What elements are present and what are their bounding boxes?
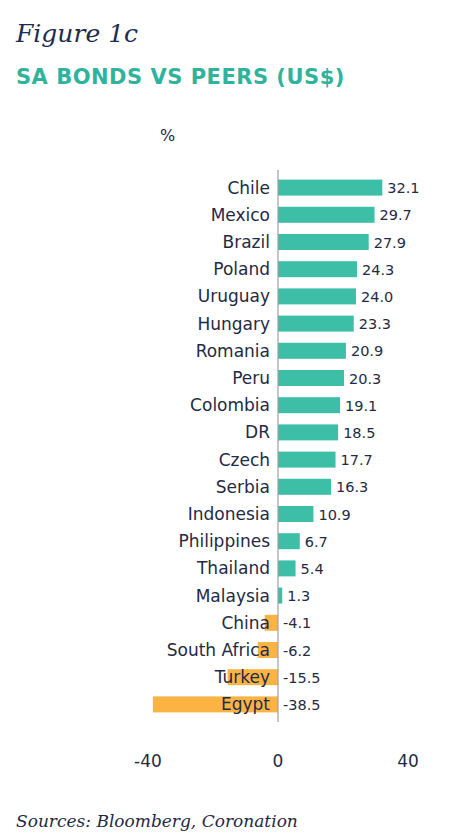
bar bbox=[278, 261, 357, 277]
zero-line bbox=[277, 170, 278, 722]
bars bbox=[153, 180, 382, 713]
category-label: Egypt bbox=[221, 694, 270, 714]
tick-label: -40 bbox=[134, 751, 162, 771]
category-label: Malaysia bbox=[196, 586, 270, 606]
data-label: 23.3 bbox=[359, 316, 391, 332]
bar bbox=[278, 180, 382, 196]
data-label: 17.7 bbox=[341, 452, 373, 468]
chart: Figure 1c SA BONDS VS PEERS (US$)% Chile 32… bbox=[0, 0, 473, 839]
data-label: 29.7 bbox=[380, 207, 412, 223]
bar bbox=[278, 588, 282, 604]
bar bbox=[278, 560, 296, 576]
source: Sources: Bloomberg, Coronation bbox=[16, 811, 298, 831]
category-label: Serbia bbox=[216, 477, 270, 497]
data-label: 20.9 bbox=[351, 343, 383, 359]
data-label: -38.5 bbox=[283, 697, 321, 713]
category-label: Philippines bbox=[178, 531, 270, 551]
category-label: Romania bbox=[196, 341, 270, 361]
category-label: Uruguay bbox=[198, 286, 270, 306]
data-label: 27.9 bbox=[374, 235, 406, 251]
bar bbox=[278, 424, 338, 440]
data-label: 18.5 bbox=[343, 425, 375, 441]
data-label: 24.3 bbox=[362, 262, 394, 278]
bar bbox=[278, 343, 346, 359]
category-label: Poland bbox=[213, 259, 270, 279]
category-label: China bbox=[221, 613, 270, 633]
category-label: Peru bbox=[232, 368, 270, 388]
category-label: Hungary bbox=[197, 314, 270, 334]
data-label: -15.5 bbox=[283, 670, 321, 686]
category-label: Turkey bbox=[214, 667, 270, 687]
data-label: 10.9 bbox=[318, 507, 350, 523]
bar bbox=[278, 533, 300, 549]
figure-label: Figure 1c bbox=[15, 19, 138, 48]
bar bbox=[278, 479, 331, 495]
bar bbox=[278, 207, 375, 223]
bar bbox=[278, 316, 354, 332]
tick-label: 0 bbox=[273, 751, 284, 771]
category-label: Brazil bbox=[223, 232, 270, 252]
bar bbox=[278, 288, 356, 304]
bar bbox=[278, 452, 336, 468]
data-label: 32.1 bbox=[387, 180, 419, 196]
category-label: Chile bbox=[227, 178, 270, 198]
bar bbox=[278, 370, 344, 386]
data-label: 19.1 bbox=[345, 398, 377, 414]
tick-label: 40 bbox=[397, 751, 419, 771]
category-label: South Africa bbox=[167, 640, 270, 660]
category-label: Mexico bbox=[211, 205, 270, 225]
bar bbox=[278, 234, 369, 250]
axis-label: % bbox=[160, 126, 175, 145]
bar bbox=[278, 506, 313, 522]
data-label: -4.1 bbox=[283, 615, 311, 631]
category-label: Czech bbox=[219, 450, 270, 470]
category-label: Indonesia bbox=[188, 504, 270, 524]
data-label: 1.3 bbox=[287, 588, 310, 604]
category-label: DR bbox=[245, 422, 270, 442]
data-label: 20.3 bbox=[349, 371, 381, 387]
data-label: -6.2 bbox=[283, 643, 311, 659]
labels: Chile 32.1 Mexico 29.7 Brazil 27.9 Poland 24.3 U… bbox=[167, 178, 420, 715]
bar bbox=[278, 397, 340, 413]
category-label: Colombia bbox=[190, 395, 270, 415]
data-label: 24.0 bbox=[361, 289, 393, 305]
title: SA BONDS VS PEERS (US$) bbox=[16, 65, 345, 89]
page: {"chart_data": { "type": "bar", "orienta… bbox=[0, 0, 473, 839]
data-label: 16.3 bbox=[336, 479, 368, 495]
data-label: 6.7 bbox=[305, 534, 328, 550]
category-label: Thailand bbox=[196, 558, 270, 578]
data-label: 5.4 bbox=[301, 561, 324, 577]
